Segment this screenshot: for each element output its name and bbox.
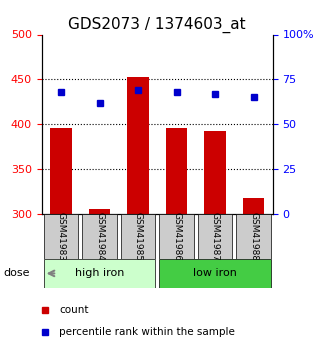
Text: percentile rank within the sample: percentile rank within the sample	[59, 327, 235, 337]
Text: GSM41987: GSM41987	[211, 212, 220, 261]
Text: GSM41985: GSM41985	[134, 212, 143, 261]
Text: GSM41983: GSM41983	[56, 212, 65, 261]
Bar	[121, 214, 155, 259]
Text: GSM41988: GSM41988	[249, 212, 258, 261]
Bar	[166, 128, 187, 214]
Bar	[198, 214, 232, 259]
Text: GSM41984: GSM41984	[95, 212, 104, 261]
Bar	[159, 214, 194, 259]
Bar	[50, 128, 72, 214]
Bar	[236, 214, 271, 259]
Bar	[127, 77, 149, 214]
Bar	[44, 214, 78, 259]
Text: count: count	[59, 305, 89, 315]
Bar	[159, 259, 271, 288]
Bar	[89, 209, 110, 214]
Text: high iron: high iron	[75, 268, 124, 278]
Bar	[44, 259, 155, 288]
Title: GDS2073 / 1374603_at: GDS2073 / 1374603_at	[68, 17, 246, 33]
Text: low iron: low iron	[193, 268, 237, 278]
Bar	[82, 214, 117, 259]
Text: GSM41986: GSM41986	[172, 212, 181, 261]
Bar	[243, 198, 264, 214]
Text: dose: dose	[3, 268, 30, 277]
Bar	[204, 131, 226, 214]
